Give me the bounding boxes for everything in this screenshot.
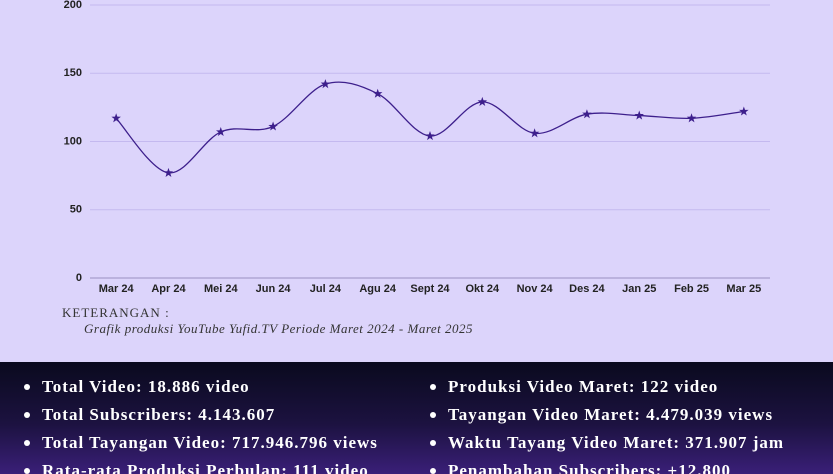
chart: KETERANGAN : Grafik produksi YouTube Yuf… (62, 0, 770, 336)
star-marker (582, 109, 592, 119)
star-marker (634, 110, 644, 120)
star-marker (739, 106, 749, 116)
summary-item: Tayangan Video Maret: 4.479.039 views (428, 404, 784, 432)
y-tick-label: 150 (64, 67, 82, 79)
star-marker (686, 113, 697, 123)
summary-item: Penambahan Subscribers: +12.800 (428, 460, 784, 474)
x-tick-label: Jun 24 (256, 283, 292, 295)
star-marker (320, 79, 331, 89)
y-tick-label: 100 (64, 135, 82, 147)
y-tick-label: 50 (70, 204, 82, 216)
summary-item: Total Tayangan Video: 717.946.796 views (22, 432, 378, 460)
star-marker (216, 126, 226, 136)
x-tick-label: Jan 25 (622, 283, 656, 295)
summary-item: Waktu Tayang Video Maret: 371.907 jam (428, 432, 784, 460)
x-tick-label: Nov 24 (517, 283, 554, 295)
star-marker (477, 96, 488, 106)
x-tick-label: Mei 24 (204, 283, 239, 295)
line (115, 81, 744, 174)
summary-item: Total Subscribers: 4.143.607 (22, 404, 378, 432)
y-tick-label: 0 (76, 272, 82, 284)
summary-item: Rata-rata Produksi Perbulan: 111 video (22, 460, 378, 474)
star-marker (163, 167, 174, 177)
summary-left: Total Video: 18.886 video Total Subscribe… (22, 376, 378, 474)
note-title: KETERANGAN : (62, 305, 170, 320)
x-tick-label: Mar 25 (726, 283, 761, 295)
summary-right: Produksi Video Maret: 122 video Tayangan … (428, 376, 784, 474)
star-marker (372, 88, 383, 98)
x-tick-label: Jul 24 (310, 283, 342, 295)
star-marker (529, 128, 540, 138)
star-marker (268, 121, 278, 131)
x-tick-label: Des 24 (569, 283, 605, 295)
star-marker (425, 131, 435, 141)
summary-panel: Total Video: 18.886 video Total Subscribe… (0, 362, 833, 474)
y-tick-label: 200 (64, 0, 82, 11)
summary-item: Total Video: 18.886 video (22, 376, 378, 404)
x-tick-label: Feb 25 (674, 283, 709, 295)
star-marker (111, 113, 121, 123)
summary-item: Produksi Video Maret: 122 video (428, 376, 784, 404)
note: Grafik produksi YouTube Yufid.TV Periode… (84, 321, 473, 336)
x-tick-label: Apr 24 (151, 283, 186, 295)
x-tick-label: Sept 24 (410, 283, 450, 295)
x-tick-label: Agu 24 (359, 283, 397, 295)
x-tick-label: Okt 24 (465, 283, 500, 295)
x-tick-label: Mar 24 (99, 283, 135, 295)
